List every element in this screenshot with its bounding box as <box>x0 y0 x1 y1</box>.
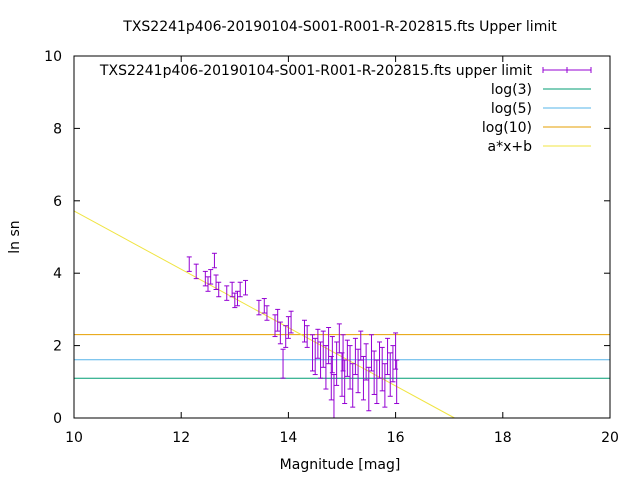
data-point <box>390 345 396 383</box>
data-point <box>232 292 238 309</box>
data-point <box>318 341 324 379</box>
data-point <box>285 316 291 339</box>
legend-label: log(5) <box>491 101 532 117</box>
data-point <box>339 352 345 397</box>
data-point <box>379 346 385 392</box>
legend-label: TXS2241p406-20190104-S001-R001-R-202815.… <box>99 63 533 79</box>
y-axis-title: ln sn <box>7 220 23 253</box>
data-point <box>264 305 270 321</box>
legend-entry: TXS2241p406-20190104-S001-R001-R-202815.… <box>99 63 592 79</box>
data-point <box>382 363 388 408</box>
data-point <box>310 334 316 372</box>
data-point <box>347 345 353 390</box>
x-tick-label: 12 <box>172 430 190 446</box>
data-point <box>202 270 208 287</box>
plot-frame <box>73 55 611 419</box>
legend-entry: log(5) <box>491 101 591 117</box>
chart-title: TXS2241p406-20190104-S001-R001-R-202815.… <box>122 19 557 35</box>
data-point <box>342 359 348 405</box>
legend-entry: log(3) <box>491 82 591 98</box>
data-point <box>283 325 289 348</box>
data-point <box>208 269 214 285</box>
data-point <box>243 279 249 296</box>
x-axis-ticks: 10 12 14 16 18 20 <box>65 56 619 446</box>
data-point <box>211 252 217 269</box>
data-point <box>224 285 230 301</box>
data-point <box>193 263 199 280</box>
data-point <box>315 328 321 359</box>
x-axis-title: Magnitude [mag] <box>280 457 401 473</box>
data-point <box>186 256 192 272</box>
x-tick-label: 10 <box>65 430 83 446</box>
data-point <box>261 298 267 314</box>
y-tick-label: 10 <box>44 49 62 65</box>
x-tick-label: 18 <box>494 430 512 446</box>
data-points <box>186 252 400 419</box>
data-point <box>352 337 358 376</box>
data-point <box>323 345 329 390</box>
data-point <box>256 299 262 316</box>
legend-entry: log(10) <box>482 120 591 136</box>
data-point <box>272 314 278 338</box>
data-point <box>366 366 372 412</box>
data-point <box>277 321 283 345</box>
data-point <box>394 359 400 405</box>
data-point <box>320 330 326 368</box>
y-tick-label: 2 <box>53 339 62 355</box>
data-point <box>331 374 337 419</box>
x-tick-label: 20 <box>601 430 619 446</box>
data-point <box>377 341 383 379</box>
data-point <box>371 350 377 395</box>
data-point <box>301 319 307 343</box>
data-point <box>363 343 369 381</box>
data-point <box>288 310 294 334</box>
data-point <box>312 337 318 376</box>
y-tick-label: 4 <box>53 266 62 282</box>
data-point <box>336 323 342 354</box>
y-tick-label: 6 <box>53 194 62 210</box>
data-point <box>368 334 374 372</box>
data-point <box>374 359 380 405</box>
data-point <box>205 276 211 292</box>
data-point <box>280 348 286 379</box>
data-point <box>304 325 310 348</box>
data-point <box>216 281 222 298</box>
legend-entry: a*x+b <box>488 139 591 155</box>
data-point <box>234 290 240 307</box>
data-point <box>385 337 391 376</box>
data-point <box>213 274 219 290</box>
x-tick-label: 14 <box>279 430 297 446</box>
data-point <box>350 363 356 408</box>
data-point <box>358 330 364 361</box>
data-point <box>355 348 361 394</box>
fit-line-group <box>73 210 455 419</box>
data-point <box>275 308 281 332</box>
data-point <box>326 327 332 365</box>
y-tick-label: 8 <box>53 121 62 137</box>
fit-line <box>73 210 455 419</box>
data-point <box>229 281 235 298</box>
data-point <box>344 339 350 377</box>
legend-label: log(10) <box>482 120 532 136</box>
data-point <box>334 341 340 386</box>
data-point <box>328 355 334 401</box>
data-point <box>360 355 366 401</box>
legend: TXS2241p406-20190104-S001-R001-R-202815.… <box>99 63 592 155</box>
data-point <box>329 336 335 374</box>
legend-label: a*x+b <box>488 139 533 155</box>
y-axis-ticks: 0 2 4 6 8 10 <box>44 49 610 427</box>
data-point <box>387 352 393 397</box>
x-tick-label: 16 <box>387 430 405 446</box>
data-point <box>393 332 399 370</box>
y-tick-label: 0 <box>53 411 62 427</box>
legend-label: log(3) <box>491 82 532 98</box>
data-point <box>237 281 243 298</box>
